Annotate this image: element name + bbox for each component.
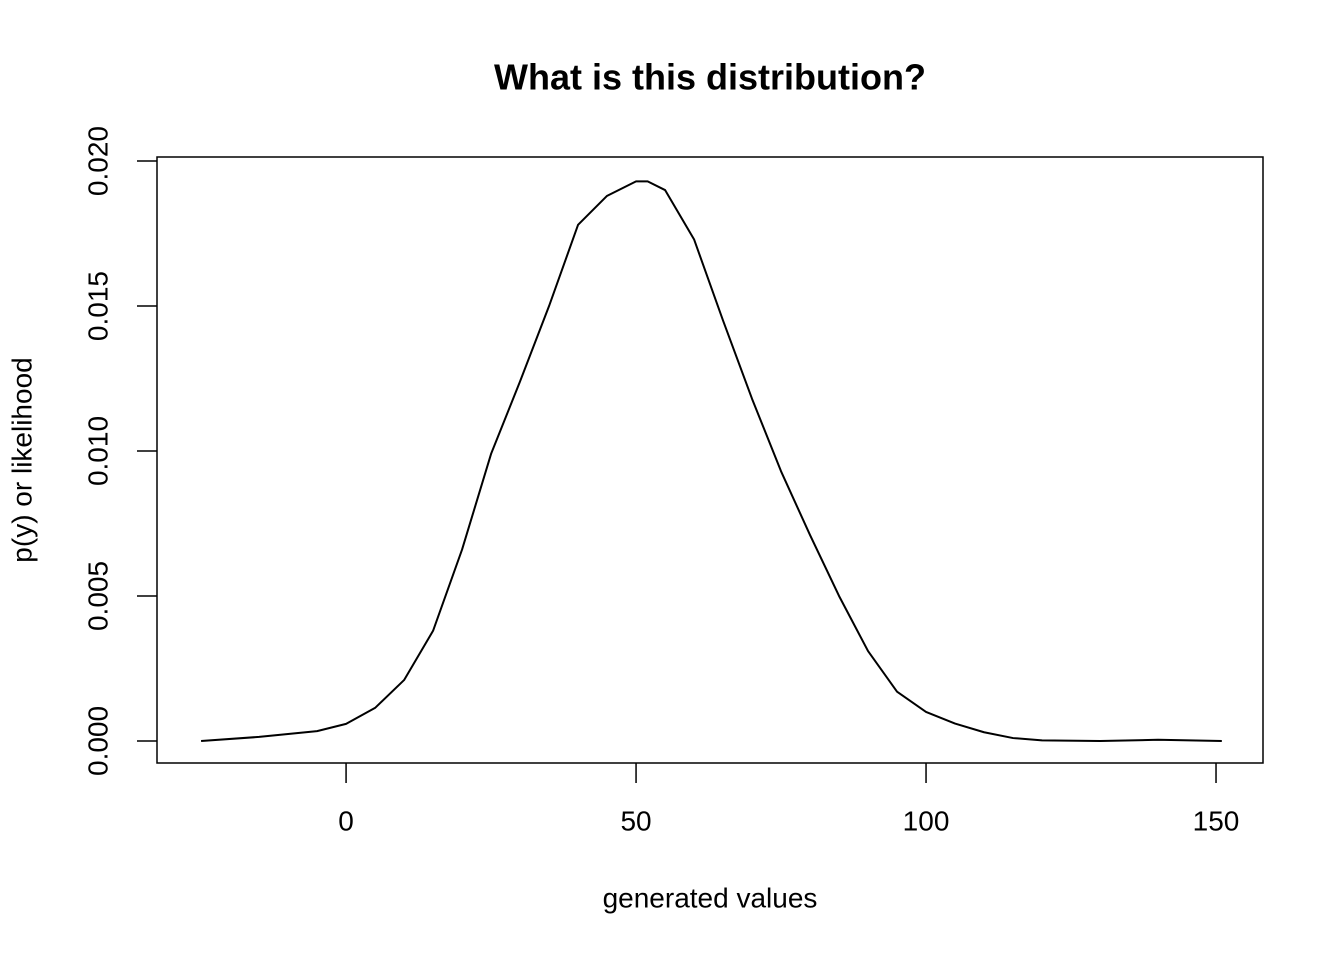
y-tick-label: 0.000 bbox=[82, 706, 113, 776]
x-tick-label: 50 bbox=[620, 805, 651, 836]
y-tick-label: 0.005 bbox=[82, 561, 113, 631]
x-tick-label: 0 bbox=[338, 805, 354, 836]
density-line bbox=[201, 180, 1222, 742]
y-tick-label: 0.020 bbox=[82, 126, 113, 196]
x-tick-label: 100 bbox=[903, 805, 950, 836]
plot-frame bbox=[156, 156, 1264, 764]
chart-title: What is this distribution? bbox=[494, 57, 926, 98]
y-tick-label: 0.015 bbox=[82, 271, 113, 341]
x-tick-label: 150 bbox=[1193, 805, 1240, 836]
x-axis-label: generated values bbox=[603, 882, 818, 913]
y-tick-label: 0.010 bbox=[82, 416, 113, 486]
y-axis-label: p(y) or likelihood bbox=[6, 357, 37, 562]
